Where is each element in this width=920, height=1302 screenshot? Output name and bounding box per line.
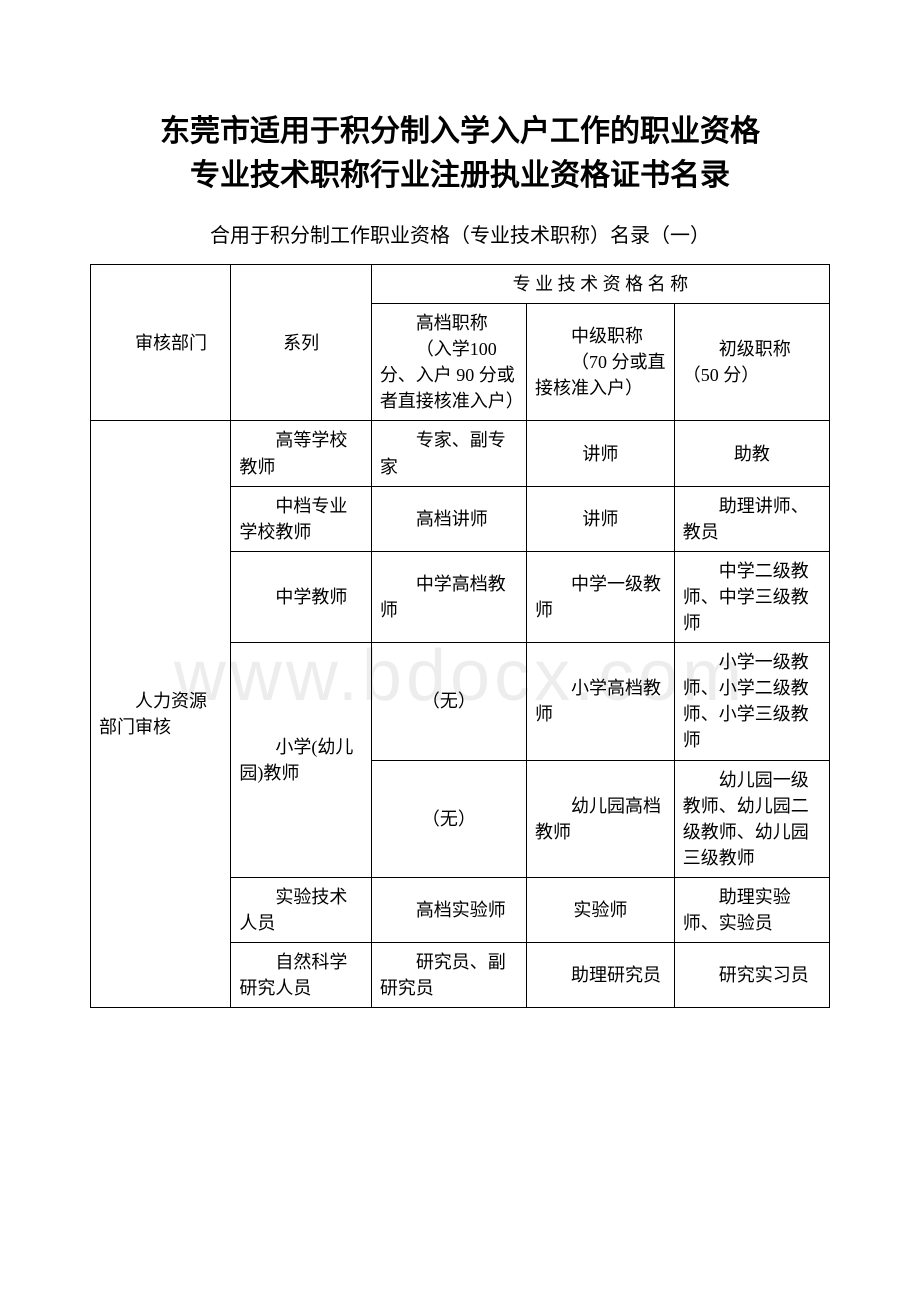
cell-high: 中学高档教师 bbox=[371, 551, 526, 642]
cell-low: 助理实验师、实验员 bbox=[674, 877, 829, 942]
cell-high: （无） bbox=[371, 643, 526, 760]
cell-dept: 人力资源部门审核 bbox=[91, 421, 231, 1008]
cell-low: 助教 bbox=[674, 421, 829, 486]
cell-series: 自然科学研究人员 bbox=[231, 943, 371, 1008]
cell-high: （无） bbox=[371, 760, 526, 877]
cell-series: 中学教师 bbox=[231, 551, 371, 642]
title-line-2: 专业技术职称行业注册执业资格证书名录 bbox=[190, 159, 730, 192]
cell-high: 研究员、副研究员 bbox=[371, 943, 526, 1008]
title-line-1: 东莞市适用于积分制入学入户工作的职业资格 bbox=[160, 115, 760, 148]
header-series: 系列 bbox=[231, 265, 371, 421]
header-spec-title: 专 业 技 术 资 格 名 称 bbox=[371, 265, 829, 304]
cell-series: 小学(幼儿园)教师 bbox=[231, 643, 371, 878]
table-row: 人力资源部门审核 高等学校教师 专家、副专家 讲师 助教 bbox=[91, 421, 830, 486]
cell-mid: 讲师 bbox=[527, 486, 675, 551]
cell-low: 中学二级教师、中学三级教师 bbox=[674, 551, 829, 642]
cell-mid: 实验师 bbox=[527, 877, 675, 942]
cell-low: 研究实习员 bbox=[674, 943, 829, 1008]
header-dept: 审核部门 bbox=[91, 265, 231, 421]
cell-series: 高等学校教师 bbox=[231, 421, 371, 486]
cell-mid: 助理研究员 bbox=[527, 943, 675, 1008]
cell-mid: 幼儿园高档教师 bbox=[527, 760, 675, 877]
header-mid: 中级职称 （70 分或直接核准入户） bbox=[527, 304, 675, 421]
cell-low: 助理讲师、教员 bbox=[674, 486, 829, 551]
cell-high: 高档讲师 bbox=[371, 486, 526, 551]
cell-high: 高档实验师 bbox=[371, 877, 526, 942]
cell-high: 专家、副专家 bbox=[371, 421, 526, 486]
header-low: 初级职称（50 分） bbox=[674, 304, 829, 421]
cell-mid: 中学一级教师 bbox=[527, 551, 675, 642]
cell-low: 幼儿园一级教师、幼儿园二级教师、幼儿园三级教师 bbox=[674, 760, 829, 877]
document-page: www.bdocx.com 东莞市适用于积分制入学入户工作的职业资格 专业技术职… bbox=[0, 0, 920, 1068]
qualification-table: 审核部门 系列 专 业 技 术 资 格 名 称 高档职称 （入学100 分、入户… bbox=[90, 264, 830, 1008]
cell-series: 实验技术人员 bbox=[231, 877, 371, 942]
cell-mid: 讲师 bbox=[527, 421, 675, 486]
document-title: 东莞市适用于积分制入学入户工作的职业资格 专业技术职称行业注册执业资格证书名录 bbox=[90, 110, 830, 197]
cell-series: 中档专业学校教师 bbox=[231, 486, 371, 551]
header-high: 高档职称 （入学100 分、入户 90 分或者直接核准入户） bbox=[371, 304, 526, 421]
cell-mid: 小学高档教师 bbox=[527, 643, 675, 760]
document-subtitle: 合用于积分制工作职业资格（专业技术职称）名录（一） bbox=[90, 219, 830, 248]
table-header-row: 审核部门 系列 专 业 技 术 资 格 名 称 bbox=[91, 265, 830, 304]
cell-low: 小学一级教师、小学二级教师、小学三级教师 bbox=[674, 643, 829, 760]
